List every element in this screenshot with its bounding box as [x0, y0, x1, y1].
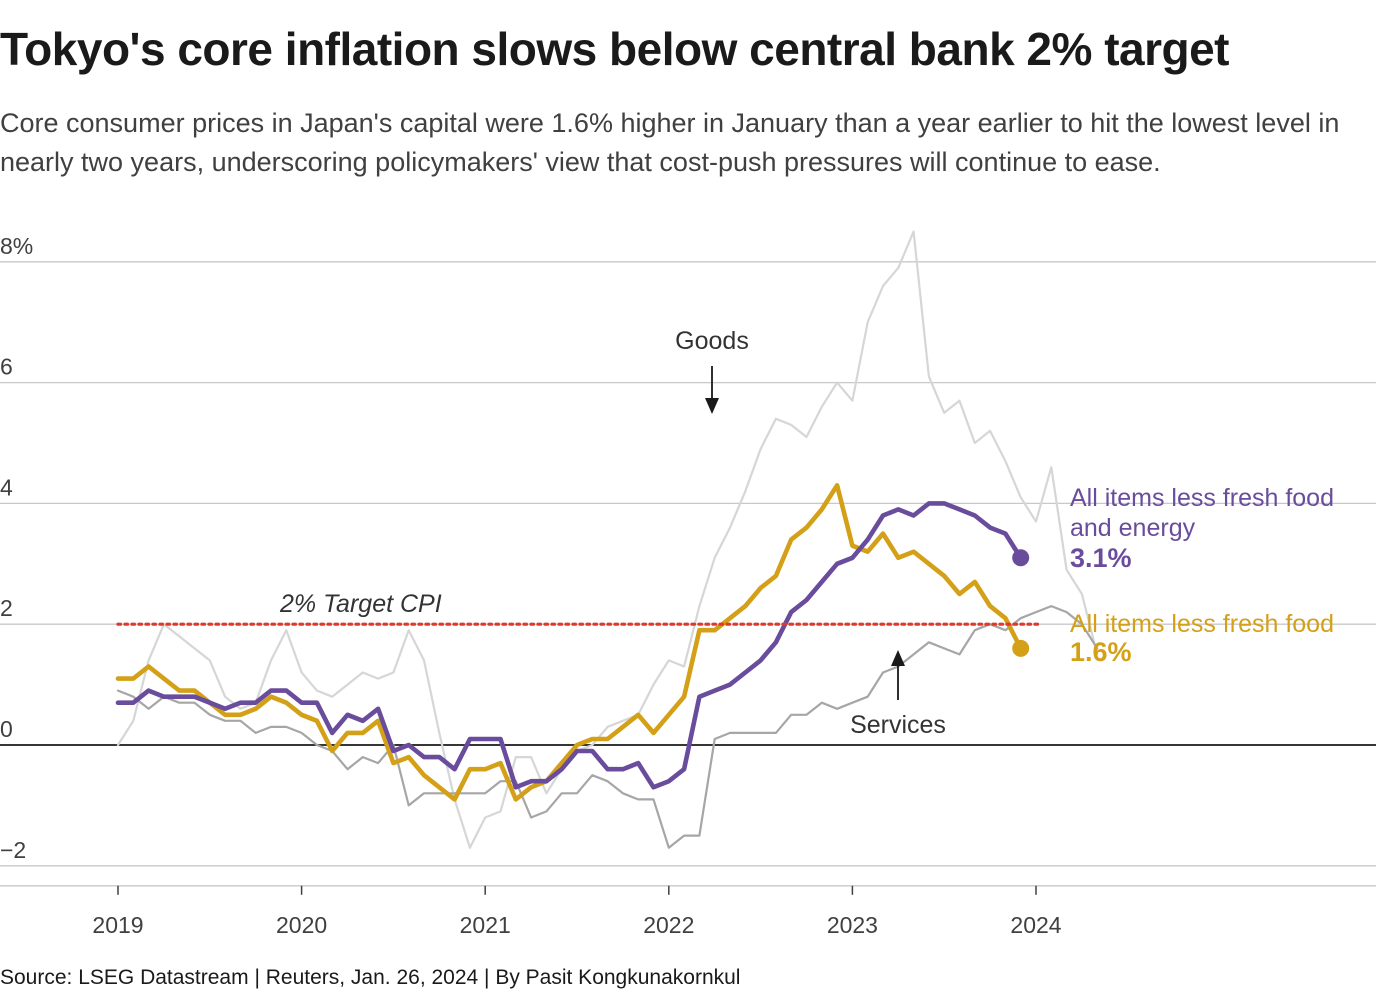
y-tick-label: 6 [0, 354, 13, 380]
core-value-label: 1.6% [1070, 637, 1132, 667]
y-tick-label: 0 [0, 716, 13, 742]
services-arrowhead-icon [891, 650, 905, 666]
grid-lines [0, 261, 1376, 887]
x-tick-label: 2024 [1010, 912, 1061, 938]
y-tick-label: 8% [0, 233, 33, 259]
core-label: All items less fresh food [1070, 610, 1334, 638]
services-annotation: Services [850, 650, 946, 739]
core-series-line [115, 483, 1023, 802]
source-note: Source: LSEG Datastream | Reuters, Jan. … [0, 966, 741, 989]
y-axis-tick-labels: 8% 6 4 2 0 −2 [0, 233, 33, 863]
y-tick-label: 4 [0, 474, 13, 500]
services-series-line [116, 605, 1099, 849]
target-reference-label: 2% Target CPI [279, 590, 442, 618]
services-annotation-label: Services [850, 711, 946, 739]
x-tick-label: 2020 [276, 912, 327, 938]
series-end-markers [1012, 549, 1030, 657]
x-tick-label: 2023 [827, 912, 878, 938]
goods-annotation: Goods [675, 327, 749, 414]
chart-title: Tokyo's core inflation slows below centr… [0, 23, 1230, 75]
core-core-label-line-1: All items less fresh food [1070, 484, 1334, 512]
core-core-label-line-2: and energy [1070, 514, 1196, 542]
core-core-value-label: 3.1% [1070, 543, 1132, 573]
y-tick-label: 2 [0, 595, 13, 621]
x-tick-label: 2019 [92, 912, 143, 938]
core-core-legend: All items less fresh food and energy 3.1… [1070, 484, 1334, 573]
core-core-series-line [115, 501, 1023, 790]
core-end-marker [1012, 639, 1030, 657]
goods-annotation-label: Goods [675, 327, 749, 355]
chart-subtitle: Core consumer prices in Japan's capital … [0, 108, 1340, 177]
goods-series-line [116, 230, 1099, 849]
x-tick-label: 2021 [460, 912, 511, 938]
core-core-end-marker [1012, 549, 1030, 567]
goods-arrowhead-icon [705, 398, 719, 414]
core-legend: All items less fresh food 1.6% [1070, 610, 1334, 667]
x-tick-label: 2022 [643, 912, 694, 938]
y-tick-label: −2 [0, 837, 26, 863]
x-axis-ticks: 2019 2020 2021 2022 2023 2024 [92, 885, 1062, 938]
series-lines [115, 230, 1099, 849]
